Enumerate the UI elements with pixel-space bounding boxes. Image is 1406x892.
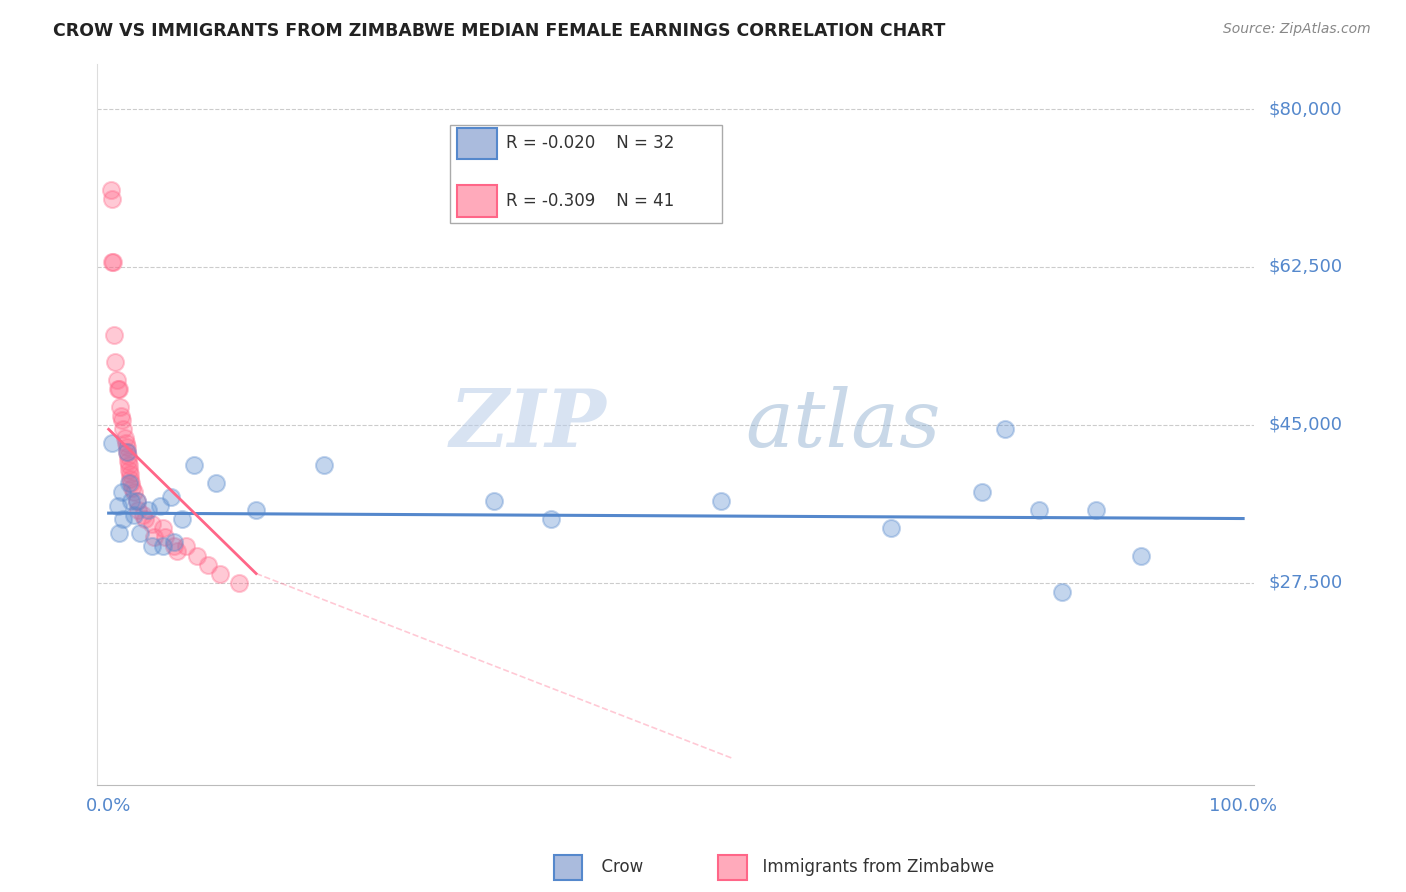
Point bbox=[120, 494, 142, 508]
Point bbox=[107, 382, 129, 396]
Point bbox=[101, 192, 124, 206]
Point bbox=[141, 540, 163, 554]
Text: $62,500: $62,500 bbox=[1268, 258, 1343, 276]
Point bbox=[228, 575, 250, 590]
Point bbox=[120, 472, 142, 486]
FancyBboxPatch shape bbox=[457, 186, 496, 217]
Point bbox=[111, 413, 134, 427]
Point bbox=[112, 422, 135, 436]
Text: Source: ZipAtlas.com: Source: ZipAtlas.com bbox=[1223, 22, 1371, 37]
Point bbox=[110, 409, 132, 423]
Point bbox=[1028, 503, 1050, 517]
Point bbox=[141, 516, 163, 531]
Point bbox=[994, 422, 1017, 436]
Point bbox=[186, 549, 208, 563]
Point bbox=[120, 476, 142, 491]
Point bbox=[880, 521, 903, 535]
Point bbox=[114, 431, 136, 445]
Point bbox=[172, 512, 194, 526]
Point bbox=[710, 494, 733, 508]
Point bbox=[143, 531, 166, 545]
Point bbox=[149, 499, 172, 513]
Point bbox=[314, 458, 336, 473]
Text: Immigrants from Zimbabwe: Immigrants from Zimbabwe bbox=[752, 858, 994, 876]
Text: $27,500: $27,500 bbox=[1268, 574, 1343, 591]
Point bbox=[122, 485, 145, 500]
Point bbox=[118, 476, 141, 491]
Text: CROW VS IMMIGRANTS FROM ZIMBABWE MEDIAN FEMALE EARNINGS CORRELATION CHART: CROW VS IMMIGRANTS FROM ZIMBABWE MEDIAN … bbox=[53, 22, 946, 40]
Point bbox=[138, 503, 160, 517]
Point bbox=[117, 450, 139, 464]
Point bbox=[104, 354, 127, 368]
Point bbox=[121, 481, 143, 495]
Point bbox=[108, 525, 131, 540]
Point bbox=[112, 512, 135, 526]
Point bbox=[972, 485, 994, 500]
Point bbox=[197, 558, 219, 572]
Point bbox=[117, 454, 139, 468]
Text: $45,000: $45,000 bbox=[1268, 416, 1343, 434]
Point bbox=[183, 458, 205, 473]
Point bbox=[163, 535, 186, 549]
Point bbox=[115, 445, 138, 459]
Point bbox=[205, 476, 228, 491]
Text: Crow: Crow bbox=[591, 858, 643, 876]
Point bbox=[115, 445, 138, 459]
Point bbox=[108, 400, 131, 414]
Point bbox=[208, 566, 231, 581]
Point bbox=[1050, 584, 1073, 599]
Point bbox=[155, 531, 177, 545]
Point bbox=[134, 512, 156, 526]
Point bbox=[484, 494, 506, 508]
Text: R = -0.309    N = 41: R = -0.309 N = 41 bbox=[506, 192, 673, 211]
Point bbox=[245, 503, 267, 517]
Point bbox=[118, 463, 141, 477]
Point bbox=[105, 373, 128, 387]
Point bbox=[103, 327, 125, 342]
FancyBboxPatch shape bbox=[450, 126, 723, 223]
Point bbox=[1130, 549, 1153, 563]
Point bbox=[100, 183, 122, 197]
Point bbox=[127, 503, 149, 517]
Point bbox=[107, 499, 129, 513]
Point bbox=[122, 508, 145, 522]
Point bbox=[160, 490, 183, 504]
Text: R = -0.020    N = 32: R = -0.020 N = 32 bbox=[506, 135, 673, 153]
Point bbox=[152, 521, 174, 535]
Point bbox=[152, 540, 174, 554]
Point bbox=[125, 494, 148, 508]
Text: ZIP: ZIP bbox=[450, 386, 606, 464]
Point bbox=[114, 435, 136, 450]
Point bbox=[129, 525, 152, 540]
Point bbox=[101, 435, 124, 450]
Point bbox=[111, 485, 134, 500]
Point bbox=[120, 467, 142, 482]
Text: $80,000: $80,000 bbox=[1268, 100, 1341, 118]
FancyBboxPatch shape bbox=[457, 128, 496, 160]
Point bbox=[131, 508, 153, 522]
Point bbox=[115, 440, 138, 454]
Point bbox=[163, 540, 186, 554]
Point bbox=[166, 544, 188, 558]
Point bbox=[101, 255, 124, 269]
Point bbox=[103, 255, 125, 269]
Point bbox=[125, 494, 148, 508]
Point bbox=[108, 382, 131, 396]
Point bbox=[540, 512, 562, 526]
Point bbox=[118, 458, 141, 473]
Point bbox=[1084, 503, 1107, 517]
Text: atlas: atlas bbox=[745, 386, 941, 464]
Point bbox=[174, 540, 197, 554]
